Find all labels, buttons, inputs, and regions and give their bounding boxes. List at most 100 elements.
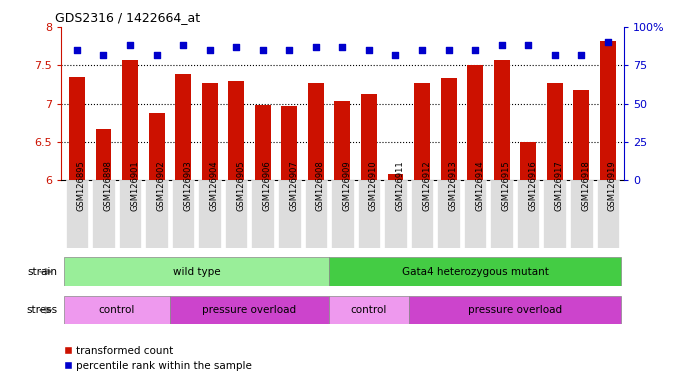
Point (151, 51, 162, 58)
Bar (467, 65, 483, 180)
Point (523, 42, 534, 48)
Point (204, 47, 215, 53)
Text: pressure overload: pressure overload (203, 305, 296, 315)
Bar (441, 78, 456, 180)
Text: stress: stress (26, 305, 58, 315)
Text: GSM126908: GSM126908 (316, 161, 325, 211)
Point (258, 47, 268, 53)
Text: GSM126915: GSM126915 (502, 161, 511, 211)
FancyBboxPatch shape (64, 257, 329, 286)
FancyBboxPatch shape (437, 180, 460, 248)
FancyBboxPatch shape (119, 180, 141, 248)
FancyBboxPatch shape (304, 180, 327, 248)
Point (496, 42, 507, 48)
FancyBboxPatch shape (490, 180, 513, 248)
Text: GSM126911: GSM126911 (395, 161, 405, 211)
Point (390, 51, 401, 58)
Text: GSM126906: GSM126906 (263, 161, 272, 211)
FancyBboxPatch shape (145, 180, 168, 248)
FancyBboxPatch shape (92, 180, 115, 248)
Text: GDS2316 / 1422664_at: GDS2316 / 1422664_at (56, 11, 201, 24)
Text: GSM126902: GSM126902 (157, 161, 165, 211)
Text: Gata4 heterozygous mutant: Gata4 heterozygous mutant (401, 266, 549, 277)
FancyBboxPatch shape (172, 180, 195, 248)
Text: pressure overload: pressure overload (468, 305, 562, 315)
Bar (574, 90, 589, 180)
Bar (228, 81, 244, 180)
Point (549, 51, 560, 58)
Point (470, 47, 481, 53)
FancyBboxPatch shape (225, 180, 247, 248)
Text: GSM126916: GSM126916 (528, 161, 537, 211)
Point (363, 47, 374, 53)
Bar (202, 83, 218, 180)
Bar (334, 101, 351, 180)
Text: GSM126905: GSM126905 (236, 161, 245, 211)
Legend: transformed count, percentile rank within the sample: transformed count, percentile rank withi… (60, 341, 256, 375)
FancyBboxPatch shape (329, 257, 621, 286)
Bar (520, 142, 536, 180)
Text: GSM126904: GSM126904 (210, 161, 219, 211)
Bar (361, 94, 377, 180)
Bar (308, 83, 324, 180)
Text: GSM126919: GSM126919 (608, 161, 617, 211)
FancyBboxPatch shape (358, 180, 380, 248)
Text: GSM126907: GSM126907 (290, 161, 298, 211)
Point (416, 47, 427, 53)
Point (576, 51, 586, 58)
FancyBboxPatch shape (199, 180, 221, 248)
Point (443, 47, 454, 53)
FancyBboxPatch shape (329, 296, 409, 324)
Text: GSM126910: GSM126910 (369, 161, 378, 211)
Text: GSM126895: GSM126895 (77, 161, 86, 211)
Bar (600, 41, 616, 180)
FancyBboxPatch shape (464, 180, 486, 248)
Text: GSM126912: GSM126912 (422, 161, 431, 211)
Point (337, 44, 348, 50)
FancyBboxPatch shape (570, 180, 593, 248)
Bar (96, 129, 111, 180)
Text: wild type: wild type (173, 266, 220, 277)
Point (284, 47, 295, 53)
Text: GSM126901: GSM126901 (130, 161, 139, 211)
Bar (122, 60, 138, 180)
Text: strain: strain (28, 266, 58, 277)
Point (98, 51, 109, 58)
Text: control: control (98, 305, 135, 315)
FancyBboxPatch shape (278, 180, 300, 248)
Bar (494, 60, 510, 180)
Text: GSM126903: GSM126903 (183, 161, 192, 211)
Text: GSM126914: GSM126914 (475, 161, 484, 211)
FancyBboxPatch shape (252, 180, 274, 248)
FancyBboxPatch shape (384, 180, 407, 248)
Bar (175, 74, 191, 180)
Point (178, 42, 188, 48)
Point (71, 47, 82, 53)
Bar (255, 105, 271, 180)
Point (231, 44, 241, 50)
Bar (148, 113, 165, 180)
Text: control: control (351, 305, 387, 315)
FancyBboxPatch shape (64, 296, 170, 324)
FancyBboxPatch shape (170, 296, 329, 324)
Text: GSM126909: GSM126909 (342, 161, 351, 211)
Text: GSM126918: GSM126918 (581, 161, 591, 211)
Text: GSM126898: GSM126898 (104, 161, 113, 211)
FancyBboxPatch shape (597, 180, 619, 248)
Point (311, 44, 321, 50)
FancyBboxPatch shape (411, 180, 433, 248)
Bar (69, 77, 85, 180)
FancyBboxPatch shape (409, 296, 621, 324)
Text: GSM126913: GSM126913 (449, 161, 458, 211)
Bar (546, 83, 563, 180)
FancyBboxPatch shape (544, 180, 566, 248)
Bar (388, 174, 403, 180)
FancyBboxPatch shape (331, 180, 354, 248)
FancyBboxPatch shape (517, 180, 540, 248)
Bar (281, 106, 297, 180)
FancyBboxPatch shape (66, 180, 88, 248)
Bar (414, 83, 430, 180)
Point (603, 39, 614, 45)
Point (125, 42, 136, 48)
Text: GSM126917: GSM126917 (555, 161, 563, 211)
